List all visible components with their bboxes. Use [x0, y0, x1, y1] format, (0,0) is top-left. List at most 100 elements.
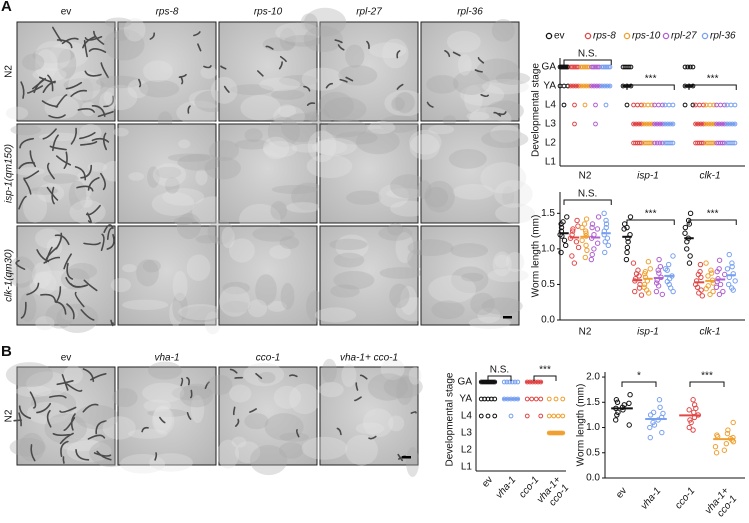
micrograph-grid — [5, 7, 535, 335]
x-tick-label: vha-1 — [639, 486, 664, 512]
data-dot — [724, 102, 730, 108]
texture — [424, 180, 455, 213]
worm — [410, 411, 417, 414]
texture — [9, 437, 47, 457]
data-dot — [662, 266, 669, 272]
data-dot — [721, 271, 728, 278]
worm — [26, 85, 44, 94]
texture — [32, 262, 52, 289]
texture — [5, 362, 54, 388]
data-dot — [572, 64, 578, 70]
column-header: vha-1 — [154, 353, 179, 364]
data-dot — [594, 240, 601, 246]
worm — [477, 56, 485, 64]
texture — [335, 131, 378, 145]
worm — [303, 85, 311, 92]
texture — [147, 166, 160, 188]
data-dot — [690, 427, 696, 433]
data-dot — [712, 444, 719, 450]
texture — [186, 254, 211, 281]
texture — [32, 67, 67, 82]
texture — [114, 30, 130, 41]
texture — [428, 275, 476, 304]
worm — [77, 108, 95, 113]
texture — [431, 300, 465, 320]
texture — [178, 304, 224, 321]
data-dot — [583, 216, 590, 222]
data-dot — [569, 253, 575, 259]
worm — [354, 396, 362, 402]
data-dot — [713, 450, 720, 456]
y-tick-label: L2 — [461, 445, 473, 456]
texture — [448, 149, 487, 169]
y-tick-label: 0.5 — [586, 447, 600, 458]
data-dot — [725, 281, 732, 288]
significance-label: N.S. — [578, 49, 597, 60]
texture — [279, 432, 309, 442]
data-dot — [589, 251, 595, 258]
worm — [159, 416, 166, 424]
legend-label: rpl-36 — [710, 31, 736, 42]
worm — [193, 31, 201, 37]
legend-marker — [584, 32, 592, 40]
texture — [57, 48, 77, 79]
texture — [152, 406, 175, 435]
column-header: vha-1+ cco-1 — [340, 353, 398, 364]
worm — [55, 94, 68, 108]
worm — [426, 101, 434, 108]
x-tick-label: ev — [614, 486, 629, 501]
texture — [325, 119, 368, 138]
worm — [93, 30, 105, 45]
data-dot — [688, 419, 694, 426]
texture — [345, 44, 365, 68]
data-dot — [612, 417, 619, 423]
data-dot — [687, 253, 693, 259]
data-dot — [630, 260, 637, 266]
worm — [83, 242, 101, 246]
texture — [264, 413, 304, 441]
texture — [368, 42, 407, 59]
data-dot — [580, 64, 586, 70]
texture — [280, 282, 295, 310]
worm — [82, 403, 99, 413]
texture — [303, 26, 343, 53]
texture — [382, 38, 409, 69]
texture — [169, 300, 183, 327]
texture — [452, 183, 495, 200]
texture — [341, 363, 357, 388]
texture — [407, 239, 454, 257]
data-dot — [670, 253, 676, 259]
texture — [314, 137, 357, 156]
data-dot — [652, 140, 657, 146]
micrograph — [420, 225, 520, 326]
worm — [255, 372, 263, 380]
worm — [452, 51, 461, 57]
texture — [485, 100, 524, 122]
worm — [397, 453, 404, 462]
worm — [49, 145, 67, 151]
texture — [234, 139, 270, 150]
texture — [428, 124, 455, 135]
texture — [383, 375, 423, 399]
data-dot — [555, 413, 561, 419]
data-dot — [615, 409, 621, 416]
texture — [152, 163, 187, 187]
data-dot — [653, 288, 660, 295]
texture — [452, 70, 490, 95]
data-dot — [485, 413, 491, 419]
worm — [47, 74, 54, 92]
texture — [7, 256, 36, 288]
data-dot — [647, 424, 653, 431]
worm — [289, 374, 298, 378]
texture — [44, 95, 80, 120]
worm — [93, 452, 112, 457]
worm — [59, 406, 77, 413]
texture — [490, 124, 522, 143]
worm — [59, 432, 74, 445]
y-tick-label: 0.0 — [541, 315, 555, 326]
x-tick-label: vha-1 — [494, 475, 519, 501]
data-dot — [569, 228, 576, 234]
worm — [63, 151, 68, 170]
data-dot — [551, 413, 557, 419]
